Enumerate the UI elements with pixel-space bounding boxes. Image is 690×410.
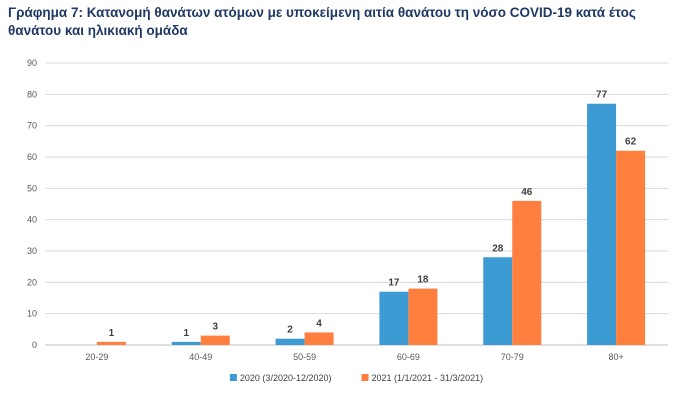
x-tick-label: 50-59 (293, 352, 316, 362)
y-tick-label: 10 (27, 309, 37, 319)
data-label: 1 (183, 328, 189, 339)
bars (96, 103, 646, 345)
y-tick-label: 40 (27, 215, 37, 225)
x-tick-label: 20-29 (85, 352, 108, 362)
data-label: 18 (417, 275, 429, 286)
x-tick-label: 40-49 (189, 352, 212, 362)
x-tick-label: 80+ (608, 352, 623, 362)
y-tick-label: 30 (27, 246, 37, 256)
legend-swatch (229, 374, 237, 381)
y-tick-label: 80 (27, 89, 37, 99)
legend-label: 2020 (3/2020-12/2020) (240, 373, 332, 383)
y-axis-ticks: 0 10 20 30 40 50 60 70 80 90 (27, 58, 37, 350)
legend-item: 2020 (3/2020-12/2020) (229, 373, 332, 383)
legend-swatch (361, 374, 369, 381)
x-axis-ticks: 20-29 40-49 50-59 60-69 70-79 80+ (85, 352, 623, 362)
bar (304, 332, 334, 345)
data-labels: 1 1 3 2 4 17 18 28 46 77 62 (109, 90, 637, 339)
data-label: 1 (109, 328, 115, 339)
y-tick-label: 60 (27, 152, 37, 162)
y-tick-label: 50 (27, 183, 37, 193)
y-tick-label: 70 (27, 121, 37, 131)
bar (96, 341, 126, 345)
y-tick-label: 20 (27, 277, 37, 287)
bar (483, 257, 513, 345)
data-label: 3 (212, 322, 218, 333)
data-label: 17 (388, 278, 400, 289)
chart-title: Γράφημα 7: Κατανομή θανάτων ατόμων με υπ… (8, 5, 636, 38)
bar (275, 338, 305, 345)
bar (200, 335, 230, 345)
gridlines (45, 62, 668, 346)
legend-label: 2021 (1/1/2021 - 31/3/2021) (371, 373, 483, 383)
bar (408, 288, 438, 345)
x-tick-label: 60-69 (397, 352, 420, 362)
y-tick-label: 90 (27, 58, 37, 68)
x-tick-label: 70-79 (501, 352, 524, 362)
data-label: 62 (625, 137, 637, 148)
bar (616, 150, 646, 345)
y-tick-label: 0 (32, 340, 37, 350)
data-label: 4 (316, 318, 322, 329)
bar (171, 341, 201, 345)
data-label: 46 (521, 187, 533, 198)
bar (587, 103, 617, 345)
legend-item: 2021 (1/1/2021 - 31/3/2021) (361, 373, 483, 383)
data-label: 77 (596, 90, 608, 101)
data-label: 2 (287, 325, 293, 336)
legend: 2020 (3/2020-12/2020) 2021 (1/1/2021 - 31… (229, 373, 483, 383)
bar (379, 291, 409, 345)
data-label: 28 (492, 243, 504, 254)
bar (512, 200, 542, 345)
